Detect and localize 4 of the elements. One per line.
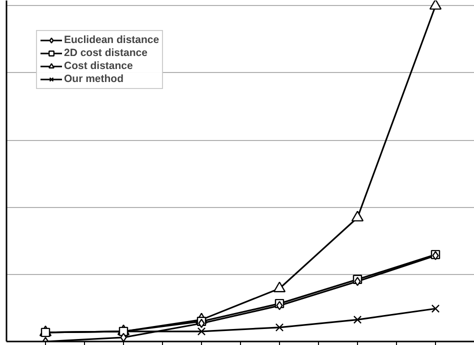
legend-label: Our method [64,73,124,85]
legend-label: Cost distance [64,60,133,72]
legend-label: 2D cost distance [64,47,148,59]
legend-label: Euclidean distance [64,34,160,46]
